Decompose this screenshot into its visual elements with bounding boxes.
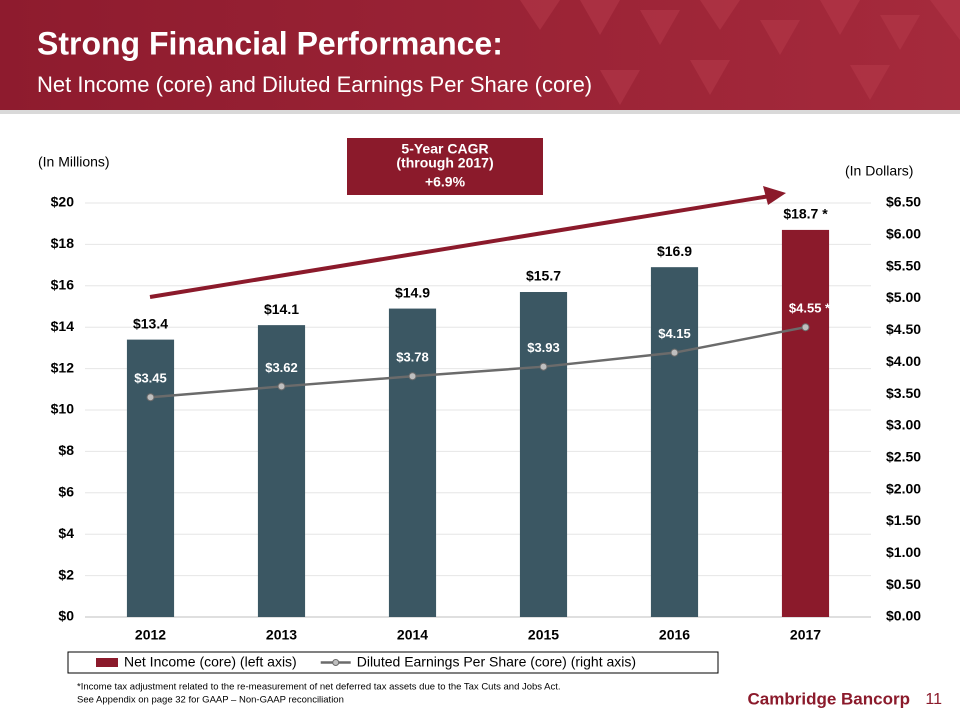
y2-tick-label: $2.50 (886, 448, 921, 464)
y-tick-label: $6 (58, 484, 74, 500)
y2-tick-label: $0.00 (886, 608, 921, 624)
footnote: See Appendix on page 32 for GAAP – Non-G… (77, 695, 344, 706)
x-tick-label: 2015 (528, 627, 559, 643)
trend-arrowhead (763, 186, 786, 205)
logo: Cambridge Bancorp (748, 689, 910, 708)
line-point (539, 362, 548, 371)
footnote: *Income tax adjustment related to the re… (77, 682, 561, 693)
x-tick-label: 2016 (659, 627, 690, 643)
bar (388, 308, 437, 617)
bar (781, 229, 830, 617)
line-value-label: $4.55 * (789, 301, 831, 316)
y2-tick-label: $6.00 (886, 226, 921, 242)
y2-tick-label: $6.50 (886, 194, 921, 210)
line-point (146, 393, 155, 402)
y2-tick-label: $4.50 (886, 321, 921, 337)
y2-tick-label: $3.50 (886, 385, 921, 401)
y2-axis-title: (In Dollars) (845, 163, 913, 179)
x-tick-label: 2014 (397, 627, 428, 643)
plot: $0 $2 $4 $6 $8 $10 $12 $14 $16 $18 $20 $0.00 $0.50 $1… (51, 194, 922, 643)
legend-label: Net Income (core) (left axis) (124, 654, 297, 670)
bar-value-label: $16.9 (657, 243, 692, 259)
legend-swatch-point (332, 659, 340, 666)
subtitle: Net Income (core) and Diluted Earnings P… (37, 72, 592, 97)
line (150, 325, 806, 399)
bar (257, 325, 306, 617)
line-point (670, 348, 679, 357)
legend-label: Diluted Earnings Per Share (core) (right… (357, 654, 636, 670)
line-point (801, 323, 810, 332)
line-value-label: $3.78 (396, 350, 429, 365)
legend-box (67, 651, 719, 674)
line-value-label: $3.45 (134, 371, 167, 386)
line-point (277, 382, 286, 391)
y2-tick-label: $4.00 (886, 353, 921, 369)
page-number: 11 (925, 691, 942, 708)
y-tick-label: $2 (58, 566, 74, 582)
line-value-label: $4.15 (658, 326, 691, 341)
header-pattern (520, 0, 960, 105)
legend-swatch (96, 658, 118, 667)
y-tick-label: $4 (58, 525, 74, 541)
y2-tick-label: $0.50 (886, 576, 921, 592)
y-tick-label: $10 (51, 401, 75, 417)
bar-value-label: $15.7 (526, 268, 561, 284)
bar (126, 339, 175, 617)
cagr-title: 5-Year CAGR (401, 141, 488, 157)
y-tick-label: $8 (58, 442, 74, 458)
bar-value-label: $18.7 * (783, 206, 828, 222)
y2-tick-label: $2.00 (886, 480, 921, 496)
bar-value-label: $13.4 (133, 315, 168, 331)
x-tick-label: 2013 (266, 627, 297, 643)
line-point (408, 372, 417, 381)
y2-tick-label: $1.50 (886, 512, 921, 528)
y2-tick-label: $5.00 (886, 289, 921, 305)
cagr-period: (through 2017) (396, 155, 493, 171)
header-band (0, 0, 960, 110)
cagr-box (347, 138, 543, 195)
legend: Net Income (core) (left axis) Diluted Ear… (96, 654, 636, 670)
y-tick-label: $14 (51, 318, 75, 334)
header-rule (0, 110, 960, 114)
y2-tick-label: $5.50 (886, 257, 921, 273)
y-tick-label: $0 (58, 608, 74, 624)
y-tick-label: $18 (51, 235, 75, 251)
cagr-value: +6.9% (425, 174, 466, 190)
y2-tick-label: $1.00 (886, 544, 921, 560)
x-tick-label: 2012 (135, 627, 166, 643)
bar-value-label: $14.9 (395, 284, 430, 300)
y-tick-label: $12 (51, 359, 75, 375)
line-value-label: $3.93 (527, 340, 560, 355)
y-axis-title: (In Millions) (38, 154, 110, 170)
y-tick-label: $20 (51, 194, 75, 210)
bar (519, 292, 568, 617)
x-tick-label: 2017 (790, 627, 821, 643)
y-tick-label: $16 (51, 277, 75, 293)
line-value-label: $3.62 (265, 360, 298, 375)
bar (650, 267, 699, 617)
y2-tick-label: $3.00 (886, 417, 921, 433)
trend-arrow (149, 194, 771, 299)
title: Strong Financial Performance: (37, 25, 503, 61)
bar-value-label: $14.1 (264, 301, 299, 317)
